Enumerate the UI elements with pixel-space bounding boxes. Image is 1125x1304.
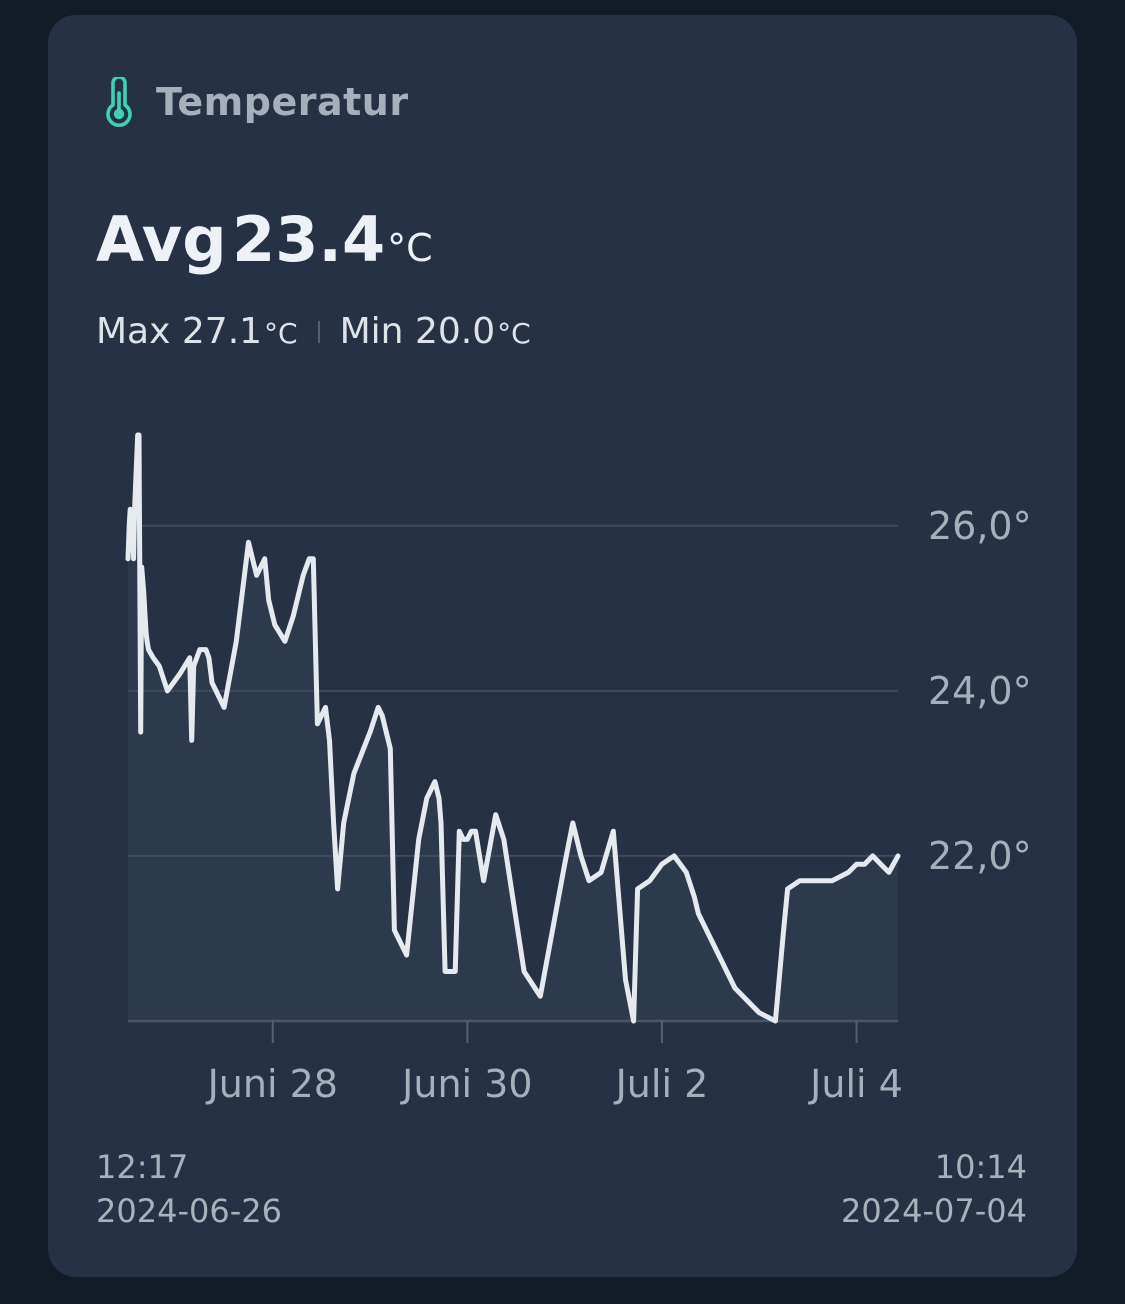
x-tick-label: Juni 28 <box>206 1062 338 1106</box>
x-tick-label: Juli 2 <box>614 1062 709 1106</box>
thermometer-icon <box>106 77 132 127</box>
range-start: 12:17 2024-06-26 <box>96 1145 282 1233</box>
max-label: Max <box>96 311 171 352</box>
card-header: Temperatur <box>98 77 409 127</box>
y-tick-label: 26,0° <box>928 504 1032 548</box>
chart-area-fill <box>128 435 898 1021</box>
min-label: Min <box>339 311 404 352</box>
stat-divider <box>317 320 320 343</box>
max-unit: °C <box>264 317 298 350</box>
start-time: 12:17 <box>96 1148 189 1186</box>
temperature-line-chart[interactable]: 22,0° 24,0° 26,0° Juni 28 Juni 30 Juli 2 Juli … <box>48 405 1077 1125</box>
temperature-series-line <box>125 432 901 1024</box>
x-tick-label: Juni 30 <box>400 1062 532 1106</box>
y-tick-label: 22,0° <box>928 834 1032 878</box>
end-time: 10:14 <box>934 1148 1027 1186</box>
min-value: 20.0 <box>414 311 496 352</box>
avg-value: 23.4 <box>232 203 386 276</box>
end-date: 2024-07-04 <box>841 1192 1027 1230</box>
start-date: 2024-06-26 <box>96 1192 282 1230</box>
range-end: 10:14 2024-07-04 <box>841 1145 1027 1233</box>
min-max-stats: Max 27.1 °C Min 20.0 °C <box>96 311 531 352</box>
average-stat: Avg 23.4°C <box>96 203 433 276</box>
y-tick-label: 24,0° <box>928 669 1032 713</box>
x-tick-label: Juli 4 <box>808 1062 903 1106</box>
temperature-card: Temperatur Avg 23.4°C Max 27.1 °C Min 20.… <box>48 15 1077 1277</box>
avg-unit: °C <box>387 226 433 270</box>
min-unit: °C <box>497 317 531 350</box>
max-value: 27.1 <box>181 311 263 352</box>
avg-label: Avg <box>96 203 227 276</box>
card-title: Temperatur <box>156 80 409 124</box>
